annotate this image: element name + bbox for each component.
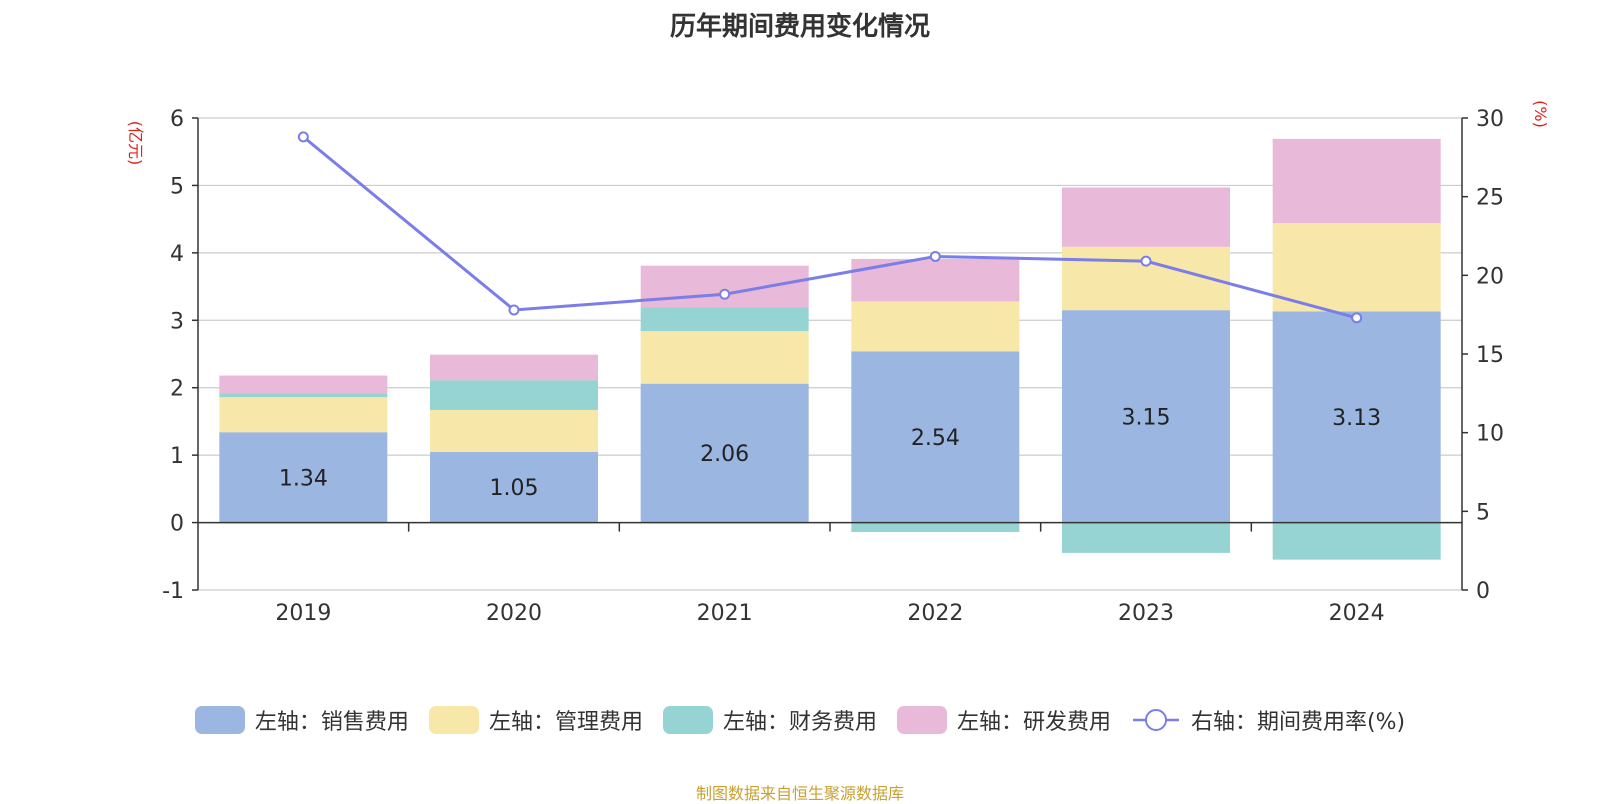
left-tick-label: 0 bbox=[170, 512, 184, 537]
expense-rate-line bbox=[302, 135, 1358, 320]
legend-item-3[interactable]: 左轴：财务费用 bbox=[662, 704, 877, 736]
legend-label: 左轴：管理费用 bbox=[488, 710, 643, 735]
bar-2-2022 bbox=[851, 301, 1020, 352]
bar-data-label: 3.13 bbox=[1332, 406, 1381, 431]
bar-data-label: 1.05 bbox=[490, 476, 539, 501]
bar-1-2021 bbox=[640, 383, 809, 523]
left-axis-unit: (亿元) bbox=[126, 121, 145, 166]
bar-1-2024 bbox=[1272, 311, 1441, 523]
x-tick-label: 2022 bbox=[907, 601, 963, 626]
x-tick-label: 2019 bbox=[275, 601, 331, 626]
expense-rate-point bbox=[929, 250, 941, 262]
legend-swatch bbox=[662, 706, 713, 734]
bar-3-2024 bbox=[1272, 522, 1441, 560]
legend-item-4[interactable]: 左轴：研发费用 bbox=[896, 704, 1111, 736]
x-tick-label: 2020 bbox=[486, 601, 542, 626]
bar-4-2021 bbox=[640, 265, 809, 308]
legend-swatch bbox=[194, 706, 245, 734]
x-tick-label: 2021 bbox=[697, 601, 753, 626]
bar-3-2019 bbox=[219, 393, 388, 398]
source-note: 制图数据来自恒生聚源数据库 bbox=[695, 784, 904, 803]
expense-rate-point bbox=[1351, 312, 1363, 324]
right-tick-label: 30 bbox=[1476, 107, 1504, 132]
expense-rate-point bbox=[508, 304, 520, 316]
right-tick-label: 0 bbox=[1476, 579, 1490, 604]
bar-1-2023 bbox=[1062, 310, 1230, 523]
expense-rate-point bbox=[719, 288, 731, 300]
legend-swatch bbox=[896, 706, 947, 734]
legend: 左轴：销售费用 左轴：管理费用 左轴：财务费用 左轴：研发费用 右轴：期间费用率(%) bbox=[0, 704, 1600, 736]
bar-3-2023 bbox=[1062, 522, 1230, 553]
right-tick-label: 15 bbox=[1476, 343, 1504, 368]
bar-2-2019 bbox=[219, 397, 388, 433]
right-axis-unit: (%) bbox=[1531, 100, 1550, 128]
bar-4-2022 bbox=[851, 258, 1020, 302]
bar-data-label: 2.54 bbox=[911, 426, 960, 451]
bar-4-2023 bbox=[1062, 187, 1230, 247]
expense-rate-point bbox=[1140, 255, 1152, 267]
legend-label: 左轴：销售费用 bbox=[254, 710, 409, 735]
legend-swatch bbox=[428, 706, 479, 734]
chart-title: 历年期间费用变化情况 bbox=[669, 12, 930, 42]
right-tick-label: 5 bbox=[1476, 500, 1490, 525]
bar-4-2024 bbox=[1272, 138, 1441, 224]
bar-data-label: 2.06 bbox=[700, 442, 749, 467]
x-tick-label: 2024 bbox=[1329, 601, 1385, 626]
bar-1-2020 bbox=[430, 451, 598, 523]
legend-line-marker bbox=[1132, 709, 1179, 731]
bar-2-2024 bbox=[1272, 223, 1441, 312]
right-tick-label: 25 bbox=[1476, 186, 1504, 211]
bar-1-2022 bbox=[851, 351, 1020, 523]
bar-3-2021 bbox=[640, 307, 809, 332]
bar-4-2019 bbox=[219, 375, 388, 394]
left-tick-label: 1 bbox=[170, 444, 184, 469]
left-tick-label: 4 bbox=[170, 242, 184, 267]
bar-3-2022 bbox=[851, 522, 1020, 533]
bar-1-2019 bbox=[219, 432, 388, 523]
legend-item-1[interactable]: 左轴：销售费用 bbox=[194, 704, 409, 736]
legend-item-2[interactable]: 左轴：管理费用 bbox=[428, 704, 643, 736]
bar-4-2020 bbox=[430, 354, 598, 381]
right-tick-label: 10 bbox=[1476, 422, 1504, 447]
bar-2-2021 bbox=[640, 331, 809, 384]
left-tick-label: 3 bbox=[170, 309, 184, 334]
left-tick-label: 5 bbox=[170, 174, 184, 199]
legend-label: 右轴：期间费用率(%) bbox=[1190, 710, 1406, 735]
bar-2-2020 bbox=[430, 409, 598, 452]
bar-data-label: 3.15 bbox=[1122, 405, 1171, 430]
x-tick-label: 2023 bbox=[1118, 601, 1174, 626]
left-tick-label: 6 bbox=[170, 107, 184, 132]
bar-3-2020 bbox=[430, 380, 598, 410]
left-tick-label: 2 bbox=[170, 377, 184, 402]
right-tick-label: 20 bbox=[1476, 264, 1504, 289]
legend-item-5[interactable]: 右轴：期间费用率(%) bbox=[1131, 704, 1405, 736]
legend-label: 左轴：财务费用 bbox=[722, 710, 877, 735]
left-tick-label: -1 bbox=[162, 579, 184, 604]
legend-label: 左轴：研发费用 bbox=[956, 710, 1111, 735]
expense-rate-point bbox=[297, 131, 309, 143]
bar-data-label: 1.34 bbox=[279, 466, 328, 491]
